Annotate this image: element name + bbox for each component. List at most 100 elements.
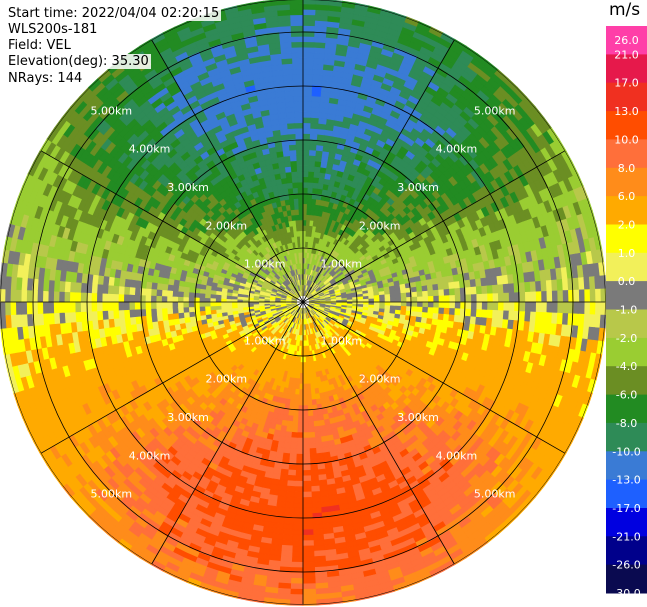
velocity-cell [295,464,304,471]
velocity-cell [535,280,542,293]
velocity-cell [306,198,313,205]
velocity-cell [535,311,542,324]
velocity-cell [427,301,435,309]
velocity-cell [302,518,314,525]
velocity-cell [312,523,324,531]
velocity-cell [465,308,472,318]
velocity-cell [540,312,548,324]
velocity-cell [313,550,326,557]
velocity-cell [600,301,607,316]
velocity-cell [422,290,429,298]
velocity-cell [449,295,456,303]
velocity-cell [433,301,440,309]
velocity-cell [551,279,558,292]
velocity-cell [311,90,322,97]
velocity-cell [312,534,325,541]
velocity-cell [535,301,543,313]
velocity-cell [561,313,569,326]
velocity-cell [302,367,307,374]
velocity-cell [448,314,456,323]
velocity-cell [314,36,327,44]
velocity-cell [302,378,307,385]
velocity-cell [294,491,304,498]
velocity-cell [546,301,553,314]
velocity-cell [508,301,516,312]
velocity-cell [492,284,499,295]
velocity-cell [487,293,494,303]
velocity-cell [426,312,434,320]
velocity-cell [308,160,316,167]
velocity-cell [299,372,304,380]
velocity-cell [315,447,324,455]
velocity-cell [302,507,313,515]
velocity-cell [519,291,526,303]
velocity-cell [289,594,304,601]
velocity-cell [400,297,408,303]
velocity-cell [305,372,311,379]
velocity-cell [307,181,314,189]
velocity-cell [302,8,317,16]
velocity-cell [502,310,510,321]
velocity-cell [540,280,548,292]
velocity-cell [302,143,311,151]
velocity-cell [541,291,548,303]
velocity-cell [298,383,304,390]
velocity-cell [368,295,375,300]
velocity-cell [311,496,321,504]
velocity-cell [400,288,407,294]
velocity-cell [302,556,315,563]
velocity-cell [545,279,553,292]
velocity-cell [449,301,456,309]
velocity-cell [302,41,315,48]
velocity-cell [416,286,423,293]
velocity-cell [432,307,440,315]
velocity-cell [417,296,424,303]
velocity-cell [282,528,294,536]
velocity-cell [310,485,320,493]
velocity-cell [312,63,325,70]
velocity-cell [285,491,296,498]
velocity-cell [302,534,314,542]
velocity-cell [284,436,292,444]
velocity-cell [529,281,537,293]
velocity-cell [302,486,312,493]
velocity-cell [306,388,312,396]
velocity-cell [438,295,445,303]
velocity-cell [384,294,391,299]
velocity-cell [302,149,310,156]
velocity-cell [302,399,308,407]
velocity-cell [395,297,402,303]
velocity-cell [302,540,314,547]
velocity-cell [302,46,315,54]
velocity-cell [306,394,312,401]
velocity-cell [411,291,418,298]
velocity-cell [448,281,456,290]
velocity-cell [373,301,381,306]
velocity-cell [302,154,310,162]
velocity-cell [302,561,315,569]
velocity-cell [443,288,451,297]
velocity-cell [305,367,310,374]
velocity-cell [595,301,602,316]
velocity-cell [302,160,310,167]
velocity-cell [309,127,319,135]
velocity-cell [302,594,317,601]
velocity-cell [589,301,597,316]
velocity-cell [302,448,310,455]
velocity-cell [432,313,439,321]
velocity-cell [416,306,424,313]
velocity-cell [312,415,319,422]
velocity-cell [518,282,526,293]
velocity-cell [309,453,318,460]
velocity-cell [529,311,537,323]
velocity-cell [310,111,320,119]
velocity-cell [497,284,505,294]
velocity-cell [292,415,299,423]
velocity-cell [497,310,505,320]
velocity-cell [302,453,311,461]
velocity-cell [287,474,296,482]
velocity-cell [279,560,292,568]
velocity-cell [290,583,304,590]
velocity-cell [454,301,462,310]
velocity-cell [302,214,308,221]
